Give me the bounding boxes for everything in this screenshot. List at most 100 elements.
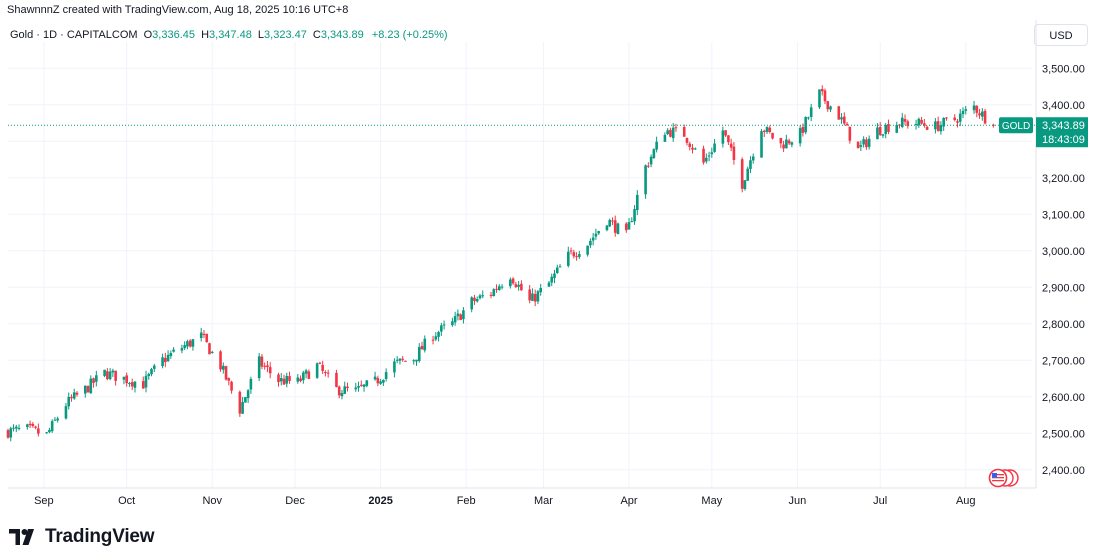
candle-body xyxy=(942,117,945,127)
candle-body xyxy=(553,273,556,279)
open-key: O xyxy=(143,29,153,41)
change-value: +8.23 (+0.25%) xyxy=(371,29,448,41)
candle-body xyxy=(478,295,482,299)
candle-body xyxy=(315,363,319,378)
candle-body xyxy=(624,223,628,231)
x-tick-label: Oct xyxy=(118,495,135,507)
candle-body xyxy=(365,380,369,386)
candle-body xyxy=(829,106,832,110)
candle-body xyxy=(964,109,968,111)
candle-body xyxy=(724,130,727,136)
candle-body xyxy=(169,352,173,357)
candle-body xyxy=(555,267,559,273)
candle-body xyxy=(878,126,882,135)
candle-body xyxy=(914,124,918,126)
x-tick-label: Apr xyxy=(620,495,637,507)
candle-body xyxy=(539,287,543,293)
candle-body xyxy=(779,137,783,144)
candle-body xyxy=(807,117,810,119)
candle-body xyxy=(244,397,247,403)
candle-body xyxy=(357,385,360,388)
candle-body xyxy=(188,340,192,347)
candle-body xyxy=(594,233,598,237)
candle-body xyxy=(53,419,57,421)
candle-body xyxy=(848,126,852,141)
candle-body xyxy=(685,137,689,143)
candle-body xyxy=(804,117,807,133)
candle-body xyxy=(983,110,987,124)
candle-body xyxy=(666,130,669,134)
candle-body xyxy=(288,376,291,381)
candle-body xyxy=(856,141,860,149)
candle-body xyxy=(48,429,51,433)
candle-body xyxy=(906,121,910,127)
candle-body xyxy=(473,297,476,302)
candle-body xyxy=(533,294,537,302)
candle-body xyxy=(376,378,380,384)
candle-body xyxy=(359,384,363,386)
candle-body xyxy=(89,378,93,394)
candle-body xyxy=(771,132,774,139)
candle-body xyxy=(509,279,512,287)
candle-body xyxy=(318,362,322,364)
candle-body xyxy=(210,351,214,353)
currency-button[interactable]: USD xyxy=(1034,24,1088,46)
candle-body xyxy=(161,357,164,367)
candle-body xyxy=(920,119,923,124)
candle-body xyxy=(818,89,821,108)
candle-body xyxy=(801,126,805,133)
candle-body xyxy=(762,130,766,133)
candle-body xyxy=(633,209,636,222)
candle-body xyxy=(17,427,21,429)
candle-body xyxy=(183,345,186,349)
last-price-tag xyxy=(1036,117,1088,148)
candle-body xyxy=(751,156,755,161)
y-tick-label: 3,400.00 xyxy=(1042,100,1085,112)
candle-body xyxy=(412,360,416,362)
candles-group xyxy=(6,85,995,442)
candle-body xyxy=(605,225,609,231)
candle-body xyxy=(434,336,438,340)
candle-body xyxy=(324,372,327,374)
candle-body xyxy=(876,127,879,140)
close-value: 3,343.89 xyxy=(320,29,364,41)
candle-body xyxy=(219,351,222,370)
candle-body xyxy=(122,376,126,380)
candle-body xyxy=(550,276,554,283)
us-flag-icon[interactable] xyxy=(986,468,1020,488)
candle-body xyxy=(404,360,407,362)
candle-body xyxy=(972,105,976,111)
candle-body xyxy=(340,393,344,397)
candle-body xyxy=(691,147,694,150)
candle-body xyxy=(50,421,54,432)
candle-body xyxy=(130,382,134,387)
candle-body xyxy=(95,375,98,382)
candle-body xyxy=(208,343,211,355)
candle-body xyxy=(423,338,427,351)
candle-body xyxy=(693,148,697,150)
x-tick-label: Dec xyxy=(285,495,305,507)
candle-body xyxy=(608,220,612,227)
candle-body xyxy=(147,373,151,377)
candle-body xyxy=(887,124,890,132)
candle-body xyxy=(636,194,639,211)
candle-body xyxy=(302,372,305,381)
candle-body xyxy=(765,127,769,132)
candle-body xyxy=(133,381,137,388)
candle-body xyxy=(34,426,37,428)
candle-body xyxy=(103,369,106,376)
candle-body xyxy=(202,333,206,336)
candle-body xyxy=(337,386,341,396)
x-tick-label: Sep xyxy=(34,495,54,507)
candle-body xyxy=(150,369,153,375)
candle-body xyxy=(497,286,501,291)
candle-body xyxy=(798,128,802,144)
candle-body xyxy=(705,157,708,162)
candle-body xyxy=(597,231,600,234)
candle-body xyxy=(790,142,794,145)
candle-body xyxy=(186,341,189,347)
candle-body xyxy=(903,119,907,122)
y-tick-label: 2,900.00 xyxy=(1042,282,1085,294)
candle-body xyxy=(166,354,170,362)
